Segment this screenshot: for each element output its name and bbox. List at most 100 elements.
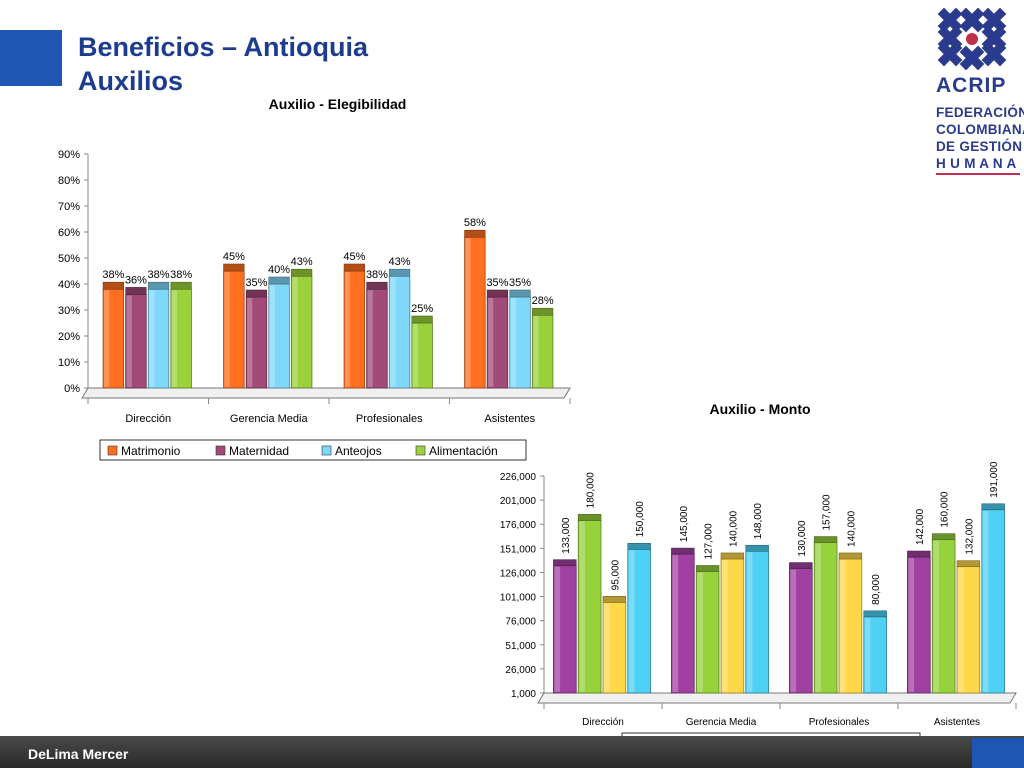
bar-cap [695, 565, 720, 572]
bar-highlight [104, 290, 110, 387]
x-category-label: Asistentes [934, 717, 980, 728]
bar-highlight [628, 550, 635, 692]
legend-label: Anteojos [335, 444, 382, 458]
bar-cap [553, 559, 577, 566]
data-label: 36% [125, 274, 147, 286]
bar-highlight [790, 569, 797, 692]
y-tick-label: 30% [58, 305, 80, 317]
bar-highlight [269, 285, 275, 387]
chart-floor [537, 692, 1017, 704]
logo-federation-text: FEDERACIÓN COLOMBIANA DE GESTIÓN H U M A… [936, 104, 1024, 172]
bar-highlight [510, 298, 516, 387]
slide-title-line2: Auxilios [78, 66, 184, 96]
data-label: 45% [343, 251, 365, 263]
legend-swatch [107, 445, 118, 456]
bar-highlight [533, 316, 539, 387]
bar-highlight [488, 298, 494, 387]
data-label: 40% [268, 264, 290, 276]
data-label: 35% [245, 277, 267, 289]
logo-line-4: H U M A N A [936, 156, 1017, 171]
data-label: 35% [486, 277, 508, 289]
legend-swatch [321, 445, 332, 456]
bar-cap [671, 547, 695, 555]
legend-swatch [215, 445, 226, 456]
bar-cap [838, 552, 863, 560]
data-label: 35% [509, 277, 531, 289]
y-tick-label: 60% [58, 227, 80, 239]
data-label: 38% [102, 269, 124, 281]
legend-label: Matrimonio [121, 444, 181, 458]
bar-highlight [958, 567, 964, 692]
legend-label: Alimentación [429, 444, 498, 458]
legend-label: Maternidad [229, 444, 289, 458]
bar-cap [577, 514, 602, 521]
bar-highlight [840, 559, 846, 692]
bar-highlight [412, 324, 418, 387]
x-category-label: Asistentes [484, 413, 535, 425]
bar-cap [863, 610, 887, 618]
chart2-title: Auxilio - Monto [709, 401, 811, 417]
bar-highlight [465, 238, 471, 387]
y-tick-label: 201,000 [500, 496, 537, 507]
logo-dot-icon [966, 33, 978, 45]
bar-highlight [604, 603, 610, 692]
logo-line-1: FEDERACIÓN [936, 105, 1024, 120]
bar-cap [627, 542, 651, 550]
bar-highlight [345, 272, 351, 387]
bar-cap [388, 268, 411, 277]
bar-highlight [292, 277, 298, 387]
slide-title-line1: Beneficios – Antioquia [78, 32, 369, 62]
logo-acrip-label: ACRIP [936, 74, 1007, 97]
data-label: 28% [532, 295, 554, 307]
x-category-label: Dirección [582, 717, 624, 728]
bar-cap [343, 263, 365, 272]
slide-title: Beneficios – Antioquia Auxilios [78, 30, 368, 98]
bar-cap [509, 289, 531, 298]
bar-cap [813, 536, 838, 543]
data-label: 43% [291, 256, 313, 268]
bar-highlight [933, 540, 939, 692]
data-label: 95,000 [610, 559, 621, 590]
bar-cap [464, 229, 486, 238]
data-label: 142,000 [915, 508, 926, 545]
bar-cap [268, 276, 290, 285]
bar-cap [981, 503, 1005, 511]
y-tick-label: 126,000 [500, 568, 537, 579]
data-label: 140,000 [728, 510, 739, 547]
y-tick-label: 40% [58, 279, 80, 291]
footer-bar [0, 736, 1024, 768]
bar-highlight [908, 558, 915, 692]
bar-cap [532, 307, 554, 316]
bar-highlight [579, 521, 585, 692]
data-label: 45% [223, 251, 245, 263]
bar-highlight [746, 552, 753, 692]
y-tick-label: 101,000 [500, 593, 537, 604]
bar-highlight [149, 290, 155, 387]
data-label: 127,000 [704, 523, 715, 560]
bar-highlight [554, 566, 561, 692]
bar-highlight [815, 543, 821, 692]
data-label: 38% [148, 269, 170, 281]
bar-highlight [367, 290, 373, 387]
bar-highlight [982, 510, 989, 692]
bar-cap [366, 281, 388, 290]
y-tick-label: 0% [64, 383, 80, 395]
bar-highlight [672, 555, 679, 692]
bar-highlight [697, 572, 703, 692]
bar-cap [720, 552, 745, 560]
bar-cap [170, 281, 192, 290]
legend-swatch [415, 445, 426, 456]
data-label: 145,000 [679, 506, 690, 543]
data-label: 132,000 [964, 518, 975, 555]
y-tick-label: 10% [58, 357, 80, 369]
y-tick-label: 80% [58, 175, 80, 187]
y-tick-label: 51,000 [505, 641, 536, 652]
chart1-title: Auxilio - Elegibilidad [268, 96, 407, 112]
data-label: 130,000 [797, 520, 808, 557]
data-label: 58% [464, 217, 486, 229]
y-tick-label: 50% [58, 253, 80, 265]
data-label: 148,000 [753, 503, 764, 540]
x-category-label: Gerencia Media [686, 717, 757, 728]
